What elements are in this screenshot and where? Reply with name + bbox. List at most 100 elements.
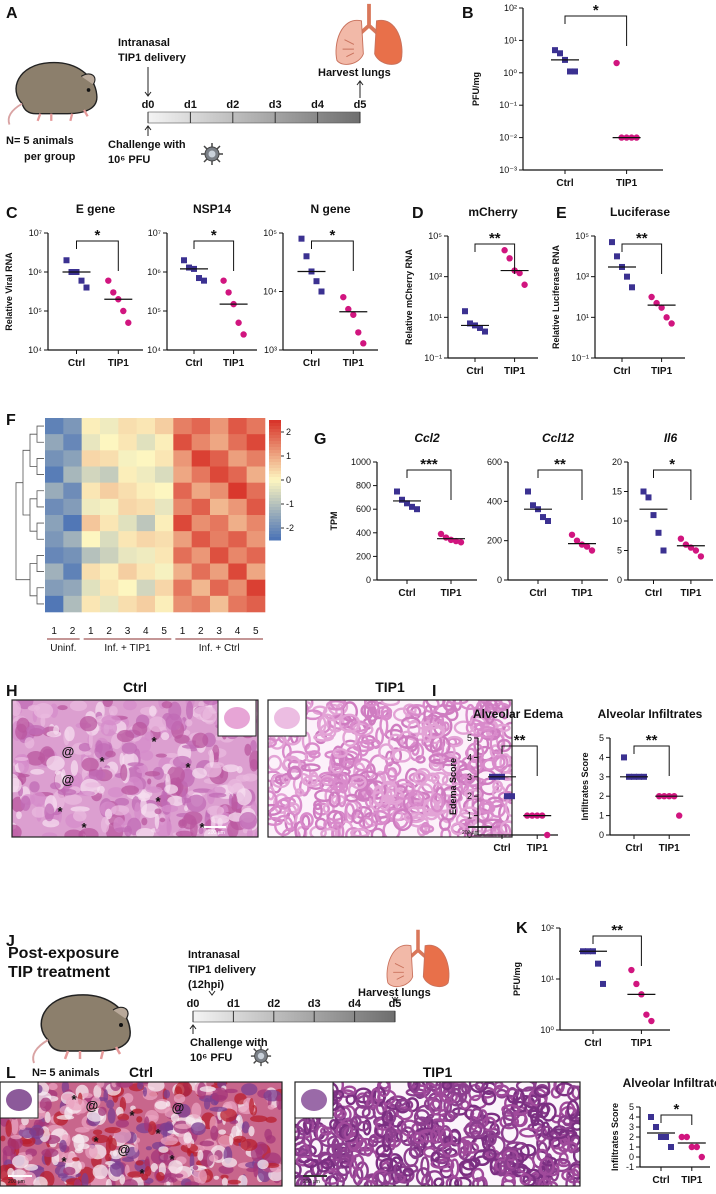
heatmap-cell [173, 482, 192, 500]
heatmap-cell [228, 531, 247, 548]
data-point [643, 1011, 650, 1018]
significance-bracket [474, 243, 516, 274]
alveolus [281, 757, 303, 773]
y-tick-label: 3 [467, 772, 472, 782]
challenge-text: Challenge with [108, 139, 186, 151]
tissue-blob [91, 1096, 101, 1108]
colorbar-segment [269, 465, 281, 469]
data-point [394, 488, 400, 495]
alveolus [332, 747, 348, 758]
data-point [600, 980, 606, 987]
heatmap-cell [136, 450, 156, 467]
heatmap-cell [100, 515, 119, 532]
tissue-blob [57, 705, 68, 711]
tissue-blob [12, 701, 22, 717]
image-border [11, 699, 259, 838]
inset-tissue [274, 707, 300, 729]
heatmap-cell [228, 547, 247, 564]
tissue-blob [221, 1177, 228, 1186]
data-point [648, 1114, 654, 1120]
data-point [540, 514, 546, 521]
alveolus [463, 788, 482, 800]
heatmap-cell [173, 450, 192, 467]
panel-letter: C [6, 205, 18, 222]
tissue-blob [127, 1171, 144, 1178]
data-point [678, 1133, 685, 1141]
data-point [697, 553, 705, 560]
data-point [698, 1153, 705, 1161]
y-tick-label: 10⁻² [499, 133, 517, 143]
colorbar-label: -2 [286, 523, 294, 533]
data-point [83, 284, 90, 291]
heatmap-cell [155, 515, 174, 532]
chart-title: Il6 [664, 431, 678, 445]
alveolus [328, 1172, 345, 1186]
alveolus [471, 1167, 485, 1183]
heatmap-cell [118, 579, 137, 597]
y-tick-label: 10¹ [504, 35, 517, 45]
column-label: 1 [180, 626, 186, 637]
data-point [640, 488, 647, 495]
colorbar-segment [269, 462, 281, 466]
heatmap-cell [100, 547, 119, 564]
tissue-blob [30, 1124, 44, 1140]
alveolus [335, 1121, 354, 1142]
chart-title: Luciferase [610, 205, 670, 219]
data-point [125, 319, 132, 326]
colorbar-segment [269, 501, 281, 505]
alveolus [500, 820, 512, 835]
data-point [658, 304, 665, 311]
tissue-blob [135, 737, 152, 754]
alveolus [331, 779, 346, 788]
alveolus [465, 703, 476, 727]
tissue-blob [73, 1178, 82, 1186]
significance-label: ** [611, 922, 623, 939]
data-point [544, 831, 551, 839]
tissue-blob [117, 1113, 130, 1122]
data-point [181, 257, 187, 264]
heatmap-cell [191, 466, 211, 483]
tissue-blob [64, 794, 83, 805]
tissue-blob [61, 1093, 75, 1101]
alveolus [370, 1087, 381, 1108]
alveolus [453, 760, 468, 772]
heatmap-cell [210, 434, 229, 451]
colorbar-segment [269, 471, 281, 475]
heatmap-cell [100, 595, 119, 613]
alveolus [322, 802, 335, 815]
heatmap-cell [246, 563, 266, 580]
alveolus [350, 828, 371, 837]
alveolus [415, 1167, 432, 1186]
tissue-blob [178, 819, 187, 829]
data-point [583, 543, 591, 550]
alveolus [333, 1109, 347, 1119]
alveolus [338, 713, 361, 733]
tissue-blob [12, 778, 22, 793]
data-point [609, 239, 615, 246]
alveolus [268, 803, 282, 816]
group-label: Uninf. [50, 643, 76, 654]
alveolus [489, 732, 506, 755]
alveolus [365, 780, 387, 800]
tissue-blob [222, 764, 240, 773]
y-tick-label: 10⁵ [28, 306, 42, 316]
lesion-marker: * [185, 760, 191, 775]
colorbar-segment [269, 474, 281, 478]
data-point [660, 547, 667, 554]
tissue-blob [236, 1116, 241, 1122]
alveolus [493, 1084, 510, 1097]
data-point [509, 793, 515, 800]
alveolus [400, 1119, 419, 1137]
alveolus [314, 817, 327, 831]
heatmap-cell [136, 466, 156, 483]
alveolus [380, 700, 401, 707]
tissue-blob [88, 731, 93, 749]
alveolus [430, 1158, 451, 1170]
alveolus [356, 1121, 370, 1132]
y-axis-label: PFU/mg [512, 962, 522, 996]
alveolus [533, 1086, 551, 1098]
tissue-blob [108, 1137, 117, 1151]
tissue-blob [218, 1129, 227, 1135]
significance-bracket [311, 240, 354, 271]
significance-label: ** [489, 230, 501, 247]
